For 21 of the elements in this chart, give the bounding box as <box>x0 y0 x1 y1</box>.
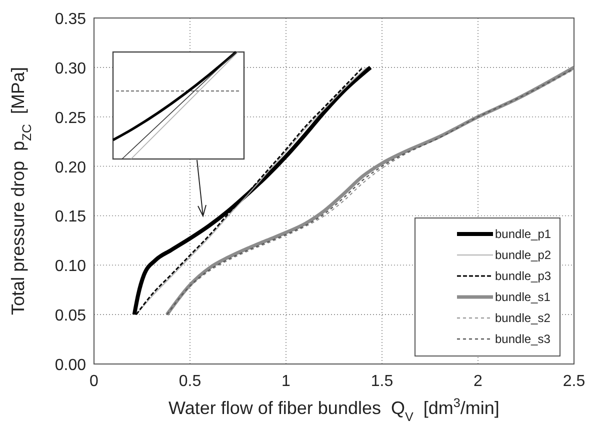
x-axis-title: Water flow of fiber bundles Q$_{V}$ [dm$^{3}$/min] <box>168 396 500 424</box>
y-tick-label: 0.05 <box>54 308 86 325</box>
legend-label: bundle_s1 <box>495 290 551 304</box>
legend-label: bundle_s2 <box>495 311 551 325</box>
legend-label: bundle_p1 <box>495 227 552 241</box>
legend-label: bundle_p3 <box>495 269 552 283</box>
y-tick-label: 0.10 <box>54 258 86 276</box>
x-tick-label: 1 <box>282 373 291 390</box>
y-tick-label: 0.30 <box>54 60 86 78</box>
y-tick-label: 0.35 <box>54 11 86 28</box>
x-tick-label: 0 <box>90 373 99 390</box>
x-tick-label: 0.5 <box>178 373 202 390</box>
legend-label: bundle_s3 <box>495 332 551 346</box>
x-tick-label: 2 <box>474 373 483 390</box>
y-tick-label: 0.00 <box>54 357 86 374</box>
y-tick-label: 0.20 <box>54 159 86 176</box>
x-tick-label: 2.5 <box>562 373 586 390</box>
y-tick-label: 0.25 <box>54 110 86 127</box>
legend-label: bundle_p2 <box>495 248 552 262</box>
y-tick-label: 0.15 <box>54 208 86 226</box>
x-tick-label: 1.5 <box>370 373 394 390</box>
